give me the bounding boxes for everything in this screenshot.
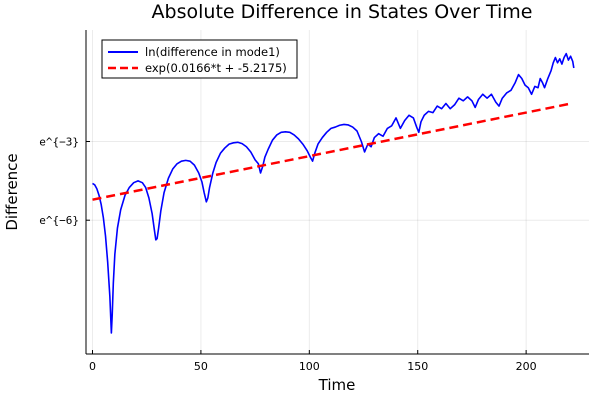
legend-box: [101, 39, 298, 79]
x-tick-label: 100: [299, 360, 320, 373]
series-line-mode1: [92, 52, 575, 334]
x-tick-label: 150: [407, 360, 428, 373]
x-tick-label: 0: [89, 360, 96, 373]
legend-label-fit: exp(0.0166*t + -5.2175): [145, 61, 287, 75]
x-axis-ticks: 0 50 100 150 200: [89, 350, 537, 373]
y-tick-label: e^{−3}: [39, 135, 79, 148]
grid: [86, 30, 589, 354]
y-axis-ticks: e^{−3} e^{−6}: [39, 135, 90, 227]
series-layer: [92, 52, 575, 334]
x-tick-label: 50: [194, 360, 208, 373]
x-tick-label: 200: [516, 360, 537, 373]
legend: ln(difference in mode1) exp(0.0166*t + -…: [101, 39, 298, 79]
x-axis-title: Time: [318, 376, 356, 394]
legend-label-mode1: ln(difference in mode1): [145, 45, 280, 59]
y-axis-title: Difference: [3, 153, 21, 230]
chart-title: Absolute Difference in States Over Time: [152, 1, 533, 23]
series-line-fit: [92, 102, 570, 201]
y-tick-label: e^{−6}: [39, 214, 79, 227]
